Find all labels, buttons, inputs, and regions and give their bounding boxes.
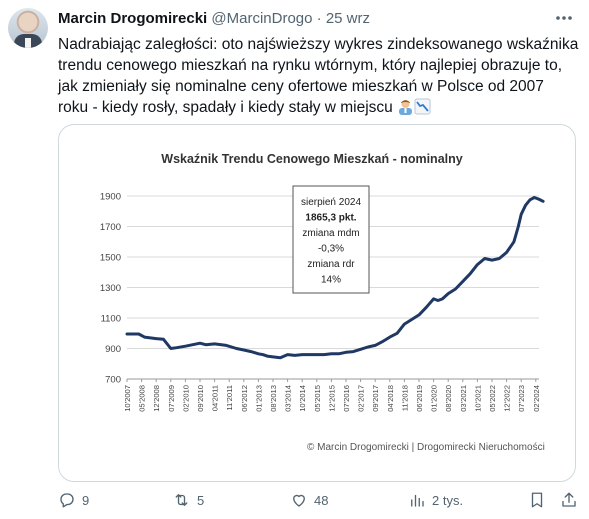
tweet-text: Nadrabiając zaległości: oto najświeższy … <box>58 34 583 121</box>
x-tick-label: 01'2013 <box>254 385 263 412</box>
reply-button[interactable]: 9 <box>58 488 89 512</box>
x-tick-label: 02'2010 <box>181 385 190 412</box>
annotation-line: 14% <box>321 275 341 286</box>
x-tick-label: 10'2007 <box>123 385 132 412</box>
x-tick-label: 08'2020 <box>444 385 453 412</box>
header-separator: · <box>316 10 322 27</box>
x-tick-label: 09'2017 <box>371 385 380 412</box>
x-tick-label: 06'2019 <box>415 385 424 412</box>
avatar-shirt <box>25 38 31 48</box>
like-count: 48 <box>314 492 329 508</box>
x-tick-label: 07'2023 <box>517 385 526 412</box>
repost-button[interactable]: 5 <box>172 488 204 512</box>
x-tick-label: 02'2017 <box>357 385 366 412</box>
chart-decreasing-emoji <box>414 98 431 121</box>
author-name[interactable]: Marcin Drogomirecki <box>58 10 208 27</box>
y-tick-label: 1500 <box>100 253 121 264</box>
x-tick-label: 04'2011 <box>211 385 220 411</box>
annotation-line: zmiana mdm <box>302 228 359 239</box>
x-tick-label: 01'2020 <box>430 385 439 412</box>
y-tick-label: 900 <box>105 344 121 355</box>
views-count: 2 tys. <box>432 492 464 508</box>
views-bar-chart-icon <box>411 494 424 507</box>
x-tick-label: 03'2014 <box>284 385 293 412</box>
tweet-actions: 9 5 48 2 tys. <box>58 488 580 512</box>
reply-count: 9 <box>82 492 90 508</box>
x-tick-label: 09'2010 <box>196 385 205 412</box>
x-tick-label: 07'2009 <box>167 385 176 412</box>
author-handle[interactable]: @MarcinDrogo <box>211 10 313 27</box>
bookmark-button[interactable] <box>528 488 546 512</box>
tweet-text-line: roku - kiedy rosły, spadały i kiedy stał… <box>58 99 393 116</box>
x-tick-label: 05'2015 <box>313 385 322 412</box>
x-tick-label: 12'2015 <box>327 385 336 412</box>
office-worker-emoji <box>397 98 414 121</box>
repost-icon <box>175 494 188 506</box>
tweet-text-line: trendu cenowego mieszkań na rynku wtórny… <box>58 57 563 74</box>
x-tick-label: 05'2022 <box>488 385 497 412</box>
x-tick-label: 05'2008 <box>138 385 147 412</box>
author-avatar[interactable] <box>8 8 48 48</box>
x-tick-label: 04'2018 <box>386 385 395 412</box>
x-tick-label: 10'2014 <box>298 385 307 412</box>
x-tick-label: 12'2008 <box>152 385 161 412</box>
y-tick-label: 700 <box>105 375 121 386</box>
tweet-image[interactable]: Wskaźnik Trendu Cenowego Mieszkań - nomi… <box>58 124 576 482</box>
chart-title: Wskaźnik Trendu Cenowego Mieszkań - nomi… <box>161 152 462 166</box>
tweet-time[interactable]: 25 wrz <box>325 10 371 27</box>
tweet-text-line: jak zmieniały się nominalne ceny ofertow… <box>58 78 544 95</box>
y-tick-label: 1700 <box>100 222 121 233</box>
x-tick-label: 11'2018 <box>400 385 409 411</box>
share-button[interactable] <box>560 488 578 512</box>
annotation-line: 1865,3 pkt. <box>305 213 356 224</box>
y-tick-label: 1900 <box>100 192 121 203</box>
x-tick-label: 10'2021 <box>473 385 482 412</box>
annotation-line: sierpień 2024 <box>301 197 361 208</box>
x-tick-label: 08'2013 <box>269 385 278 412</box>
annotation-line: zmiana rdr <box>307 259 355 270</box>
more-options-icon[interactable] <box>553 8 575 28</box>
x-axis: 10'2007 05'2008 12'2008 07'2009 02'2010 09'20… <box>123 379 541 412</box>
y-tick-label: 1300 <box>100 283 121 294</box>
repost-count: 5 <box>197 492 205 508</box>
share-icon <box>562 492 576 507</box>
heart-icon <box>293 494 305 507</box>
x-tick-label: 03'2021 <box>459 385 468 412</box>
bookmark-icon <box>531 492 543 508</box>
tweet-header: Marcin Drogomirecki @MarcinDrogo · 25 wr… <box>58 10 549 30</box>
x-tick-label: 02'2024 <box>532 385 541 412</box>
x-tick-label: 07'2016 <box>342 385 351 412</box>
annotation-line: -0,3% <box>318 244 344 255</box>
tweet-text-line: Nadrabiając zaległości: oto najświeższy … <box>58 36 579 53</box>
like-button[interactable]: 48 <box>290 488 328 512</box>
chart-annotation: sierpień 2024 1865,3 pkt. zmiana mdm -0,3% z… <box>292 185 370 294</box>
y-tick-label: 1100 <box>101 314 121 325</box>
chart-footer: © Marcin Drogomirecki | Drogomirecki Nie… <box>307 442 545 453</box>
x-tick-label: 11'2011 <box>225 385 234 411</box>
y-axis: 700 900 1100 1300 1500 1700 1900 <box>100 192 121 386</box>
x-tick-label: 06'2012 <box>240 385 249 412</box>
series-line <box>125 196 545 360</box>
x-tick-label: 12'2022 <box>503 385 512 412</box>
reply-icon <box>60 493 74 508</box>
views-button[interactable]: 2 tys. <box>408 488 463 512</box>
price-trend-chart: Wskaźnik Trendu Cenowego Mieszkań - nomi… <box>100 152 545 453</box>
